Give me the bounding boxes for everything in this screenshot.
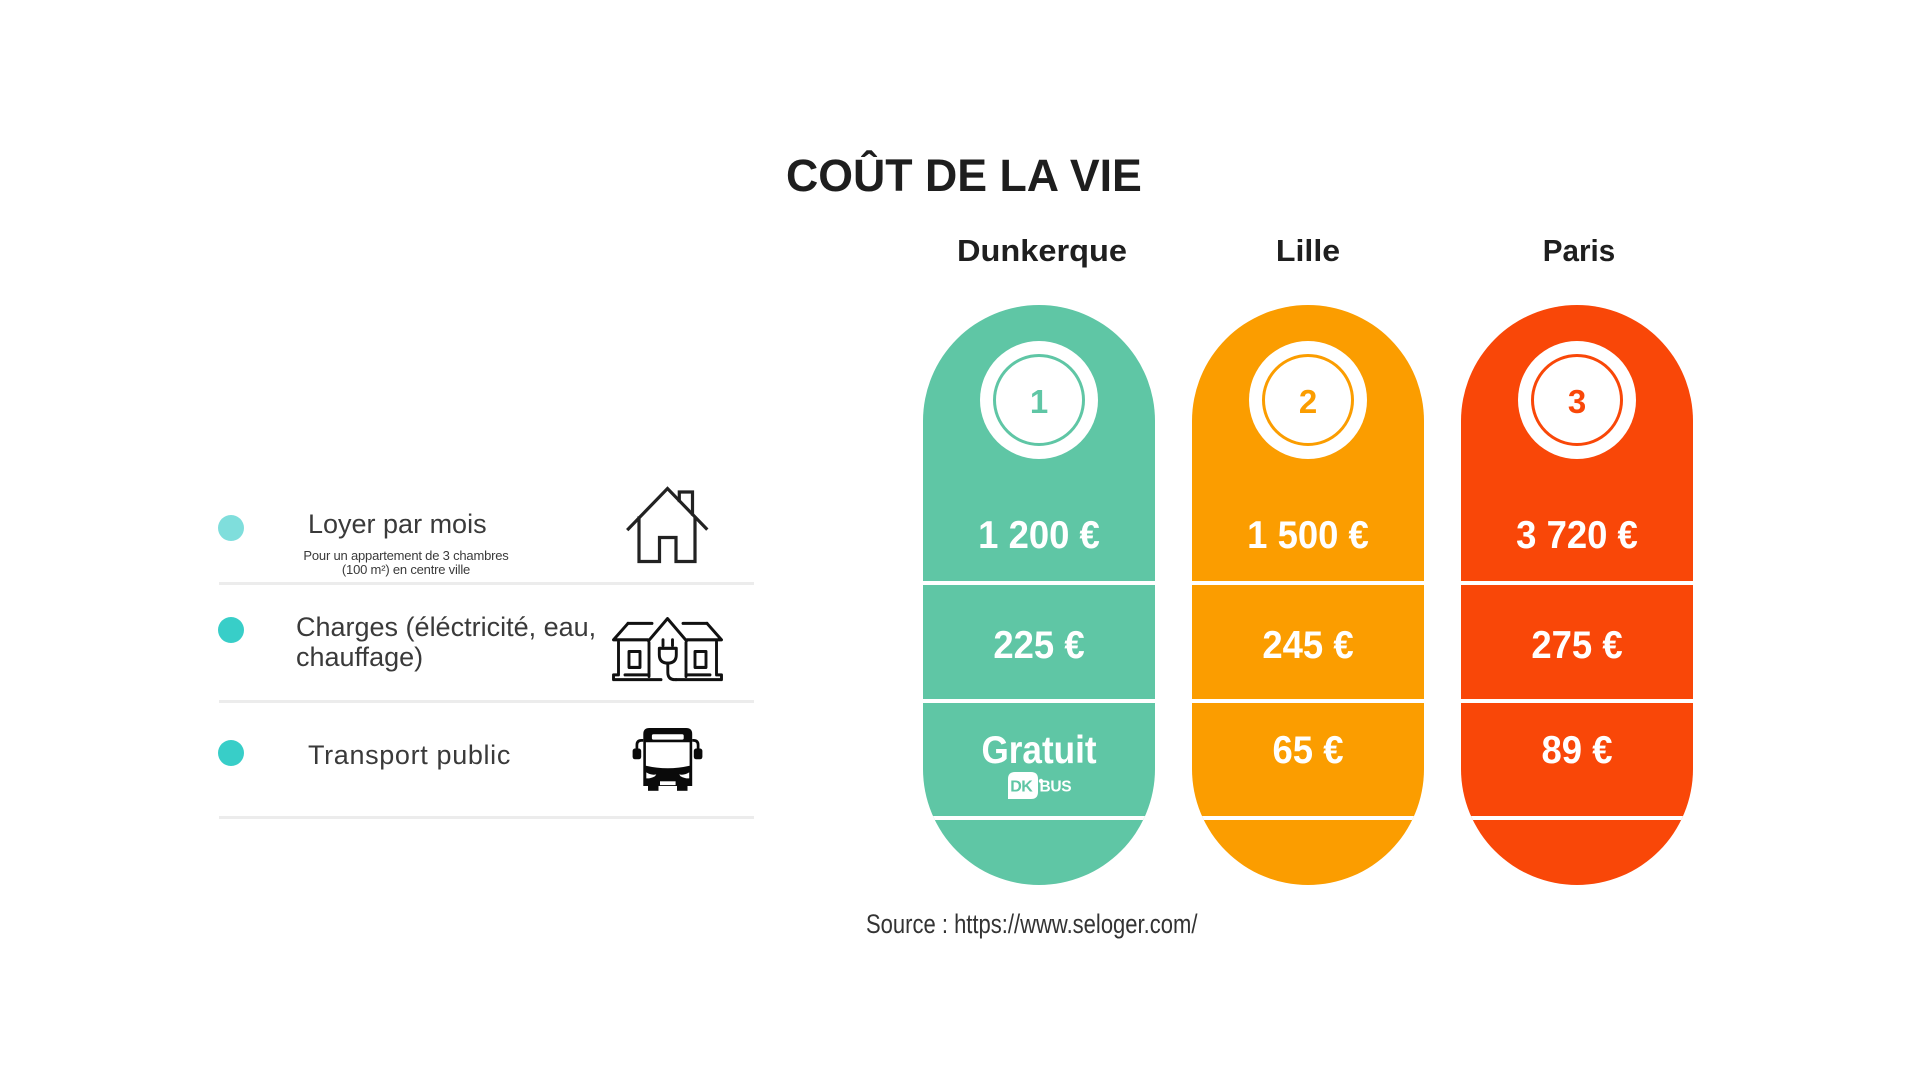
svg-text:BUS: BUS	[1040, 779, 1072, 796]
svg-text:DK: DK	[1010, 779, 1033, 796]
